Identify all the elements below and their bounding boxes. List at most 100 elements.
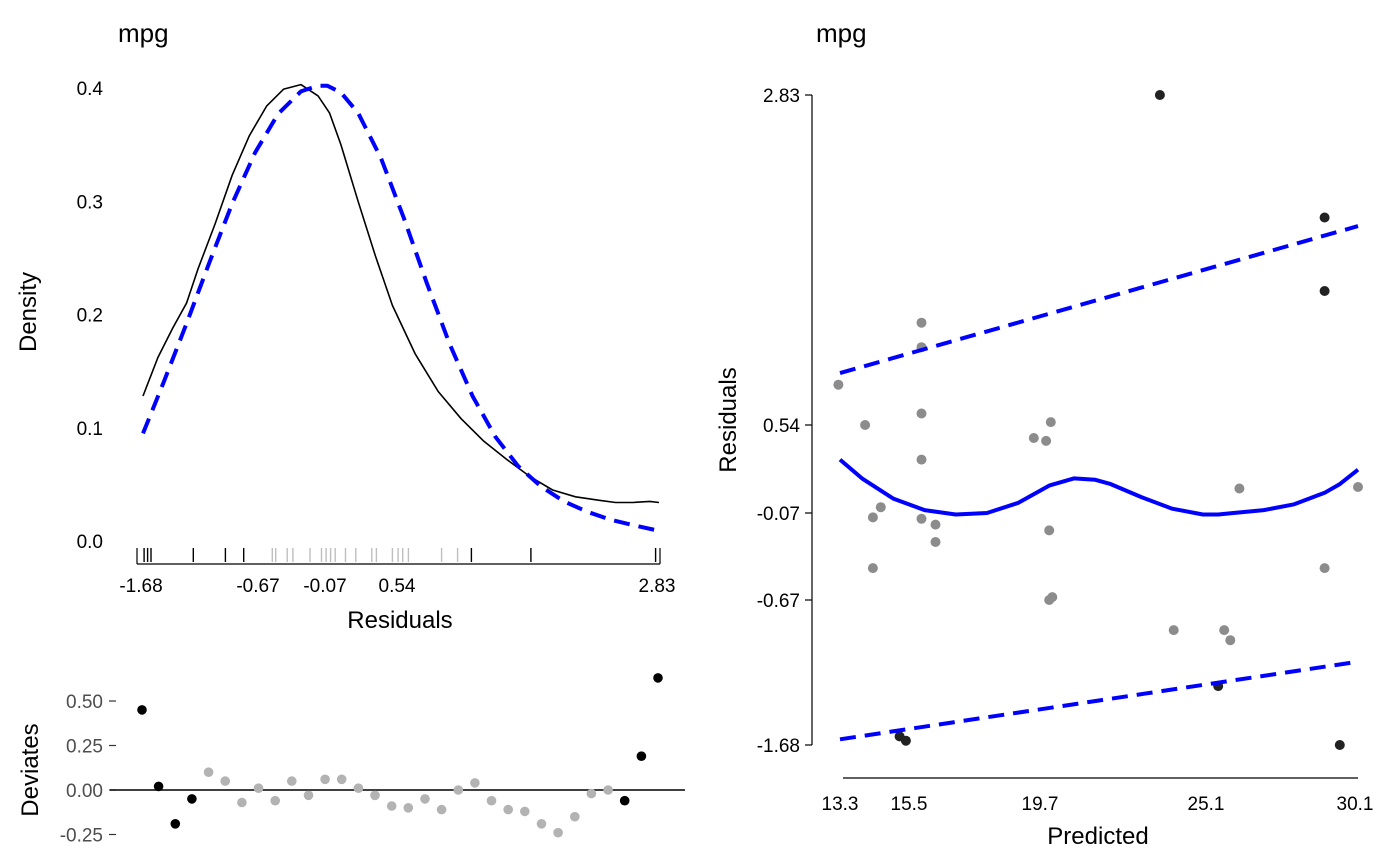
residuals-title: mpg [816, 18, 867, 48]
deviates-panel: Deviates 0.50 0.25 0.00 -0.25 [17, 673, 685, 847]
residual-point [875, 502, 886, 513]
deviate-point [436, 804, 447, 815]
deviate-point [303, 790, 314, 801]
deviate-point [137, 705, 147, 715]
residual-point [867, 563, 878, 574]
density-y-tick-label: 0.0 [77, 532, 103, 553]
deviate-point [270, 795, 281, 806]
deviate-point [187, 794, 197, 804]
residual-point [1154, 90, 1165, 100]
residuals-y-tick-label: -1.68 [757, 736, 800, 757]
residual-point [1168, 625, 1179, 636]
deviate-point [420, 794, 430, 804]
density-x-tick-label: 0.54 [379, 576, 416, 597]
deviate-point [403, 803, 414, 813]
residuals-panel: mpg Residuals Predicted 2.83 0.54 -0.07 -0.… [715, 18, 1373, 850]
residual-point [833, 379, 844, 390]
residual-point [1353, 482, 1363, 492]
deviate-point [386, 801, 397, 811]
residual-point [916, 454, 927, 465]
deviates-y-ticks: 0.50 0.25 0.00 -0.25 [60, 692, 116, 847]
residual-point [900, 735, 911, 746]
density-y-tick-label: 0.4 [77, 79, 104, 100]
density-x-tick-label: -1.68 [119, 576, 162, 597]
deviate-point [287, 776, 297, 786]
residuals-y-axis-title: Residuals [715, 367, 742, 472]
density-y-axis-title: Density [15, 272, 42, 352]
deviates-y-axis-title: Deviates [17, 723, 44, 816]
residual-point [1225, 635, 1236, 646]
residuals-x-tick-label: 19.7 [1022, 794, 1059, 815]
residual-point [930, 519, 941, 530]
density-title: mpg [118, 18, 169, 48]
residual-point [916, 317, 927, 328]
density-rug [143, 548, 657, 562]
deviate-point [536, 819, 547, 829]
residual-point [1334, 740, 1345, 750]
density-panel: mpg Density Residuals 0.0 0.1 0.2 0.3 0.4 -1… [15, 18, 675, 634]
deviate-point [203, 767, 214, 777]
deviate-point [553, 827, 563, 838]
residuals-y-tick-label: -0.07 [757, 504, 800, 525]
residuals-x-tick-label: 15.5 [891, 794, 928, 815]
residuals-y-tick-label: 2.83 [763, 86, 800, 107]
residuals-points [833, 90, 1363, 750]
deviate-point [470, 778, 480, 788]
residual-point [1319, 212, 1330, 223]
density-lines [141, 83, 660, 533]
residual-point [1319, 286, 1330, 296]
residuals-x-tick-label: 25.1 [1188, 794, 1225, 815]
residual-point [1044, 525, 1055, 536]
density-x-ticks: -1.68 -0.67 -0.07 0.54 2.83 [119, 576, 675, 597]
residuals-y-ticks: 2.83 0.54 -0.07 -0.67 -1.68 [757, 86, 812, 757]
deviate-point [253, 783, 264, 793]
deviate-point [220, 776, 230, 786]
residual-lower-bound-line [839, 659, 1359, 742]
deviate-point [320, 774, 330, 785]
residuals-x-axis-title: Predicted [1047, 823, 1148, 850]
residuals-lines [838, 224, 1360, 742]
kde-density-line [142, 83, 660, 504]
residual-point [867, 512, 878, 523]
deviate-point [653, 673, 663, 683]
deviates-y-tick-label: 0.25 [66, 737, 103, 758]
deviate-point [520, 806, 530, 817]
density-x-axis-title: Residuals [347, 607, 452, 634]
residual-upper-bound-line [839, 224, 1359, 376]
density-y-tick-label: 0.1 [77, 419, 103, 440]
residual-smooth-line [838, 458, 1360, 517]
residual-point [930, 537, 941, 547]
deviate-point [153, 781, 164, 792]
density-y-tick-label: 0.3 [77, 192, 103, 213]
deviate-point [636, 751, 647, 761]
deviate-point [586, 788, 597, 799]
deviate-point [503, 804, 513, 815]
residual-point [1047, 592, 1058, 603]
deviate-point [603, 785, 613, 795]
residual-point [1319, 563, 1330, 574]
deviate-point [486, 795, 497, 806]
residual-point [1045, 417, 1056, 428]
residuals-x-ticks: 13.3 15.5 19.7 25.1 30.1 [822, 794, 1374, 815]
density-y-tick-label: 0.2 [77, 306, 103, 327]
deviate-point [453, 785, 464, 795]
deviate-point [370, 790, 380, 801]
residuals-y-tick-label: -0.67 [757, 591, 800, 612]
deviate-point [237, 797, 247, 808]
residual-point [1219, 625, 1230, 636]
residual-point [916, 513, 927, 524]
residuals-x-tick-label: 13.3 [822, 794, 859, 815]
residual-point [1028, 433, 1039, 443]
residuals-y-tick-label: 0.54 [763, 416, 800, 437]
density-x-tick-label: -0.07 [303, 576, 346, 597]
deviate-point [353, 783, 364, 793]
normal-density-line [141, 83, 660, 533]
density-x-tick-label: -0.67 [236, 576, 279, 597]
density-x-tick-label: 2.83 [639, 576, 676, 597]
deviates-points [137, 673, 663, 838]
deviate-point [170, 819, 181, 829]
deviates-y-tick-label: 0.50 [66, 692, 103, 713]
residual-point [916, 408, 927, 419]
deviates-y-tick-label: -0.25 [60, 826, 103, 847]
